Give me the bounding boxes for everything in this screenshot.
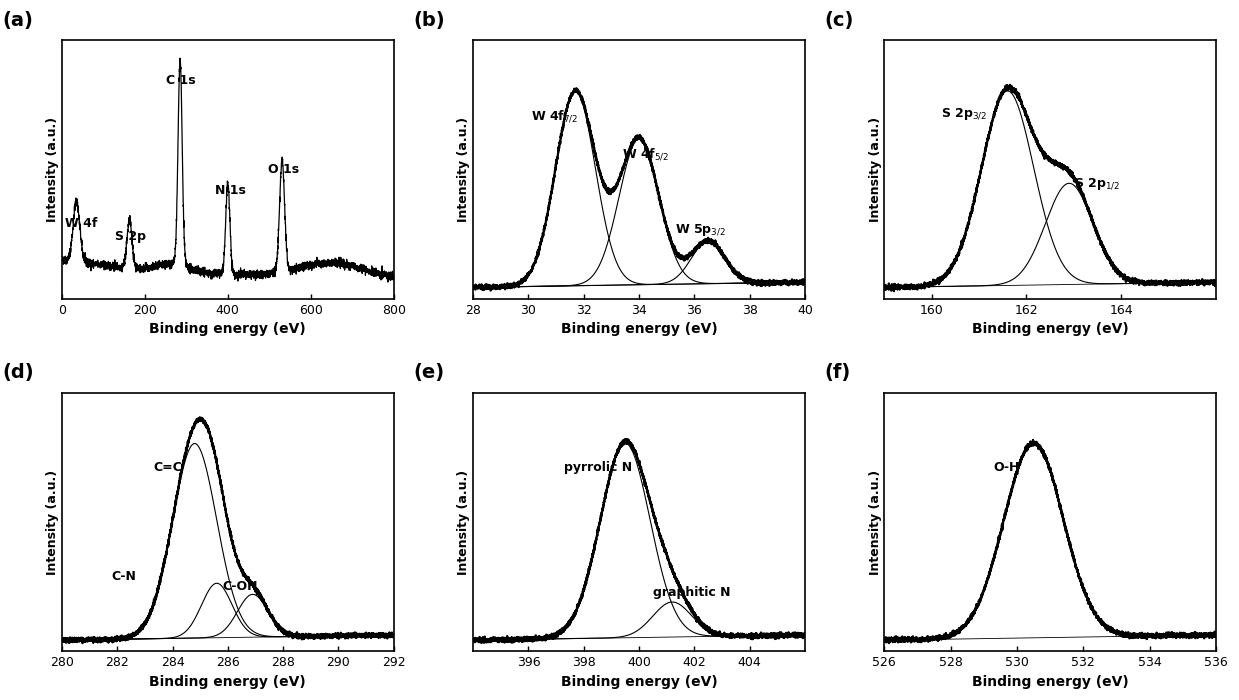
Text: S 2p: S 2p: [115, 230, 146, 243]
Text: (a): (a): [2, 10, 33, 29]
Text: (e): (e): [414, 363, 445, 382]
X-axis label: Binding energy (eV): Binding energy (eV): [971, 675, 1129, 689]
Y-axis label: Intensity (a.u.): Intensity (a.u.): [457, 470, 471, 575]
Text: O 1s: O 1s: [269, 163, 300, 176]
Text: W 4f$_{7/2}$: W 4f$_{7/2}$: [532, 108, 579, 124]
Text: W 4f$_{5/2}$: W 4f$_{5/2}$: [622, 147, 669, 162]
Text: pyrrolic N: pyrrolic N: [564, 461, 632, 475]
Text: S 2p$_{3/2}$: S 2p$_{3/2}$: [942, 106, 987, 122]
Text: S 2p$_{1/2}$: S 2p$_{1/2}$: [1074, 176, 1120, 192]
Text: graphitic N: graphitic N: [653, 586, 730, 599]
Text: (c): (c): [825, 10, 854, 29]
Y-axis label: Intensity (a.u.): Intensity (a.u.): [46, 117, 59, 222]
X-axis label: Binding energy (eV): Binding energy (eV): [560, 675, 717, 689]
Text: O-H: O-H: [994, 461, 1020, 475]
Text: (d): (d): [2, 363, 33, 382]
Y-axis label: Intensity (a.u.): Intensity (a.u.): [46, 470, 59, 575]
Text: C-OH: C-OH: [222, 580, 258, 593]
Text: W 4f: W 4f: [66, 217, 98, 230]
Text: C=C: C=C: [154, 461, 182, 475]
X-axis label: Binding energy (eV): Binding energy (eV): [150, 322, 306, 336]
Y-axis label: Intensity (a.u.): Intensity (a.u.): [457, 117, 471, 222]
X-axis label: Binding energy (eV): Binding energy (eV): [971, 322, 1129, 336]
Text: W 5p$_{3/2}$: W 5p$_{3/2}$: [675, 223, 726, 239]
Text: C-N: C-N: [112, 570, 136, 583]
Text: C 1s: C 1s: [166, 74, 196, 88]
X-axis label: Binding energy (eV): Binding energy (eV): [150, 675, 306, 689]
Text: (f): (f): [825, 363, 851, 382]
Y-axis label: Intensity (a.u.): Intensity (a.u.): [869, 470, 881, 575]
Text: N 1s: N 1s: [216, 184, 247, 197]
Text: (b): (b): [414, 10, 445, 29]
Y-axis label: Intensity (a.u.): Intensity (a.u.): [869, 117, 881, 222]
X-axis label: Binding energy (eV): Binding energy (eV): [560, 322, 717, 336]
